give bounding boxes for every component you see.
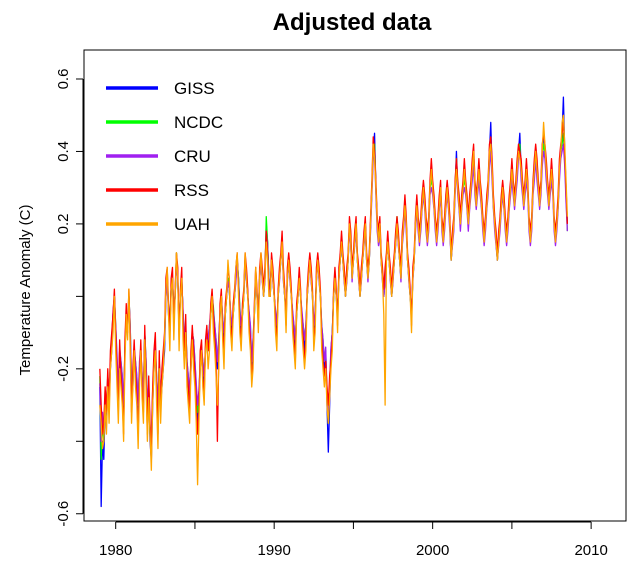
y-tick-label: 0.4 [55,141,72,162]
x-tick-label: 1980 [99,542,132,559]
legend-label-cru: CRU [174,147,211,166]
legend-label-rss: RSS [174,181,209,200]
series-group [99,96,569,508]
plot-frame [83,49,627,522]
legend-label-uah: UAH [174,215,210,234]
x-tick-label: 2000 [416,542,449,559]
x-axis: 1980 1990 2000 2010 [99,521,608,559]
plot-area [83,49,627,522]
y-axis: -0.6 -0.2 0.2 0.4 0.6 [55,69,84,527]
series-line-rss [99,121,569,450]
legend: GISS NCDC CRU RSS UAH [106,79,223,234]
x-tick-label: 1990 [257,542,290,559]
legend-label-giss: GISS [174,79,215,98]
y-axis-label: Temperature Anomaly (C) [17,205,34,376]
y-tick-label: -0.6 [55,501,72,527]
series-line-uah [99,114,569,486]
y-tick-label: 0.6 [55,69,72,90]
legend-label-ncdc: NCDC [174,113,223,132]
x-tick-label: 2010 [574,542,607,559]
chart-title: Adjusted data [273,9,432,36]
y-tick-label: -0.2 [55,356,72,382]
y-tick-label: 0.2 [55,213,72,234]
